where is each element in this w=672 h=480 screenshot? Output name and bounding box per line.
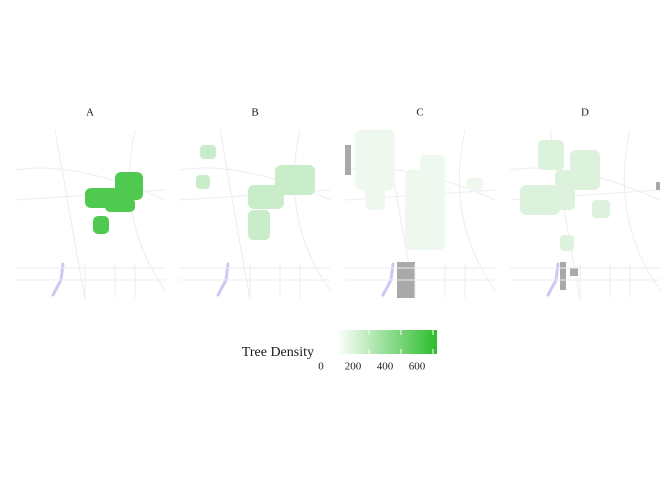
colorbar-tick-label: 600 xyxy=(409,361,426,373)
facet-panel xyxy=(344,129,496,301)
facet-title: C xyxy=(416,107,423,119)
colorbar-tick-label: 0 xyxy=(318,361,324,373)
facet-title: B xyxy=(251,107,258,119)
facet-panel xyxy=(14,129,166,301)
legend-title: Tree Density xyxy=(242,345,314,360)
facet-panel xyxy=(179,129,331,301)
facet-panel xyxy=(509,129,661,301)
colorbar-tick-label: 400 xyxy=(377,361,394,373)
colorbar-tick-label: 200 xyxy=(345,361,362,373)
facet-title: D xyxy=(581,107,589,119)
facet-title: A xyxy=(86,107,94,119)
colorbar xyxy=(337,330,437,354)
